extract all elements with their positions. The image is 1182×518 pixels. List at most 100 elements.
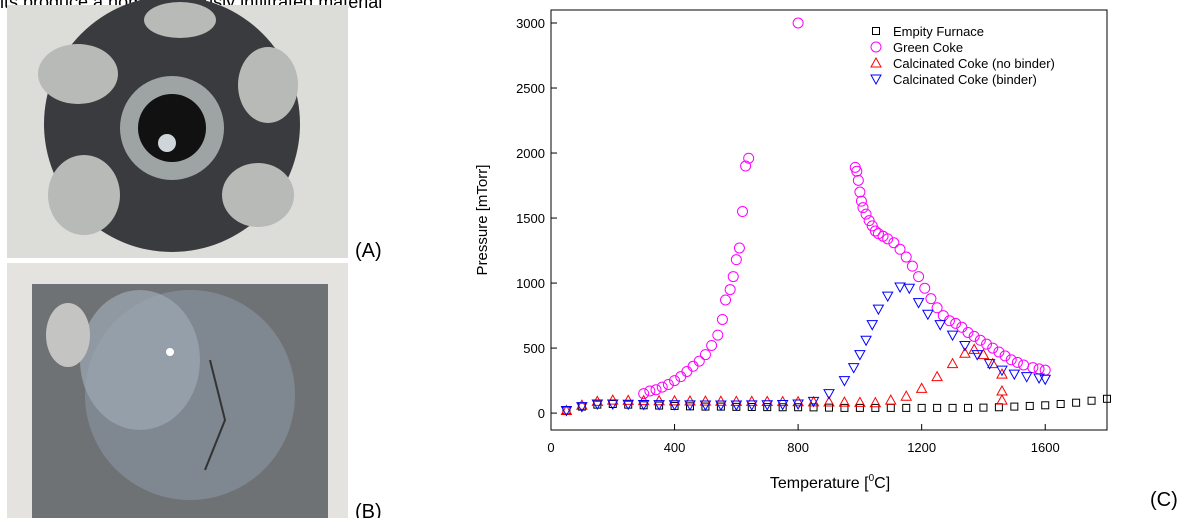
data-point (931, 370, 943, 382)
data-point (669, 375, 681, 387)
x-axis-label-sup: 0 (869, 473, 875, 484)
panel-label-b: (B) (355, 501, 382, 518)
data-point (1025, 401, 1034, 410)
data-point (902, 403, 911, 412)
data-point (737, 206, 749, 218)
data-point (996, 368, 1008, 379)
data-point (917, 403, 926, 412)
data-point (866, 220, 878, 232)
data-point (1011, 356, 1023, 368)
data-point (761, 400, 774, 411)
data-point (981, 338, 993, 350)
data-point (979, 403, 988, 412)
data-point (720, 294, 732, 306)
data-point (745, 400, 758, 411)
data-point (823, 396, 835, 407)
plot-frame (550, 9, 1108, 431)
data-point (886, 403, 895, 412)
data-point (560, 405, 573, 417)
data-point (622, 399, 635, 411)
data-point (1010, 402, 1019, 411)
data-point (1103, 394, 1111, 403)
data-point (950, 317, 962, 329)
y-tick-label: 1500 (516, 211, 545, 226)
legend-label: Empity Furnace (893, 24, 984, 39)
data-point (946, 330, 959, 342)
data-point (900, 390, 913, 401)
data-point (934, 320, 947, 331)
data-point (964, 403, 972, 412)
data-point (1020, 372, 1033, 383)
data-point (730, 254, 742, 266)
x-axis-label-part: Temperature [ (770, 475, 869, 492)
data-point (794, 403, 803, 412)
legend-label: Calcinated Coke (binder) (893, 72, 1037, 87)
legend-marker (870, 41, 882, 53)
data-point (606, 399, 619, 411)
legend-marker (870, 56, 882, 68)
data-point (968, 343, 981, 354)
data-point (943, 315, 955, 327)
data-point (825, 403, 833, 412)
data-point (851, 165, 863, 177)
data-point (854, 186, 866, 198)
data-point (740, 160, 752, 172)
data-point (638, 388, 650, 400)
data-point (971, 350, 984, 361)
data-point (983, 359, 996, 370)
data-point (937, 310, 949, 322)
data-point (693, 355, 705, 367)
data-point (792, 399, 804, 411)
legend-label: Calcinated Coke (no binder) (893, 56, 1055, 71)
data-point (730, 400, 743, 412)
data-point (903, 283, 916, 295)
x-tick-label: 800 (787, 440, 809, 455)
data-point (854, 350, 866, 361)
data-point (591, 395, 604, 406)
x-tick-label: 400 (664, 440, 686, 455)
data-point (855, 195, 867, 207)
data-point (915, 382, 928, 393)
data-point (776, 400, 789, 411)
data-point (662, 378, 674, 390)
data-point (591, 399, 604, 411)
data-point (866, 320, 879, 331)
data-point (946, 357, 959, 369)
data-point (881, 291, 894, 303)
data-point (838, 396, 851, 407)
data-point (733, 242, 745, 254)
data-point (1056, 399, 1065, 408)
data-point (778, 403, 787, 412)
data-point (1087, 396, 1096, 405)
data-point (854, 396, 866, 407)
y-tick-label: 3000 (516, 16, 545, 31)
data-point (894, 282, 906, 293)
legend-label: Green Coke (893, 40, 963, 55)
data-point (869, 396, 882, 408)
y-tick-label: 500 (523, 341, 545, 356)
plot: 0 400 800 1200 1600 0 500 1000 1500 2000 2500 3000 E… (516, 16, 1111, 455)
data-point (968, 330, 980, 342)
data-point (792, 395, 804, 407)
y-tick-label: 1000 (516, 276, 545, 291)
data-point (1041, 401, 1050, 410)
x-axis-label: Temperature [0C] (770, 473, 890, 492)
data-point (882, 233, 894, 245)
data-point (656, 381, 668, 393)
data-point (576, 399, 588, 410)
data-point (919, 282, 931, 294)
data-point (869, 225, 881, 237)
x-tick-label: 1600 (1031, 440, 1060, 455)
data-point (684, 400, 696, 411)
data-point (860, 335, 872, 347)
data-point (986, 357, 999, 369)
data-point (894, 243, 906, 255)
data-point (977, 348, 990, 360)
data-point (933, 403, 942, 412)
data-point (1018, 359, 1030, 371)
data-point (576, 402, 588, 413)
data-point (699, 400, 712, 412)
data-point (699, 349, 711, 361)
data-point (900, 251, 912, 263)
